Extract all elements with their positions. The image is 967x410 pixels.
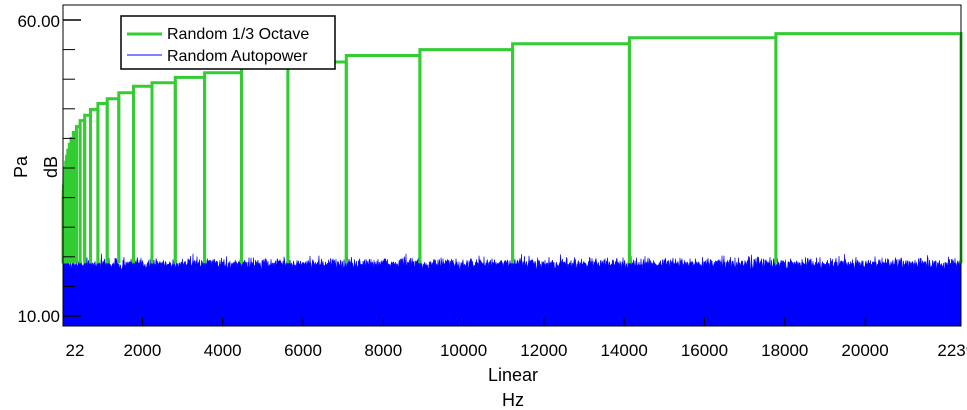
autopower-series <box>62 253 962 327</box>
octave-band <box>150 81 177 264</box>
x-axis-label: Linear <box>488 365 538 385</box>
legend-label-autopower: Random Autopower <box>167 48 308 65</box>
legend-box <box>120 15 336 70</box>
axes <box>62 4 962 327</box>
octave-band <box>240 66 290 264</box>
x-tick-label: 22390 <box>937 341 967 360</box>
octave-band <box>132 84 154 264</box>
x-tick-label: 20000 <box>841 341 888 360</box>
plot-frame <box>62 4 962 327</box>
octave-band <box>117 91 135 264</box>
legend: Random 1/3 Octave Random Autopower <box>120 15 336 70</box>
x-tick-label: 6000 <box>284 341 322 360</box>
x-tick-label: 14000 <box>601 341 648 360</box>
y-tick-label: 10.00 <box>17 307 60 326</box>
octave-band <box>627 36 778 264</box>
octave-band <box>203 71 243 264</box>
x-tick-label: 16000 <box>681 341 728 360</box>
y-tick-label: 60.00 <box>17 12 60 31</box>
octave-band <box>774 32 963 264</box>
tick-labels: 22 2000 4000 6000 8000 10000 12000 14000 16000 18… <box>17 12 967 360</box>
x-tick-label: 22 <box>66 341 85 360</box>
octave-band <box>418 48 515 264</box>
octave-band <box>105 97 121 264</box>
legend-label-octave: Random 1/3 Octave <box>167 26 309 43</box>
y-axis-label: dB <box>41 156 61 178</box>
x-axis-unit: Hz <box>502 390 524 410</box>
y-axis-unit: Pa <box>11 155 31 178</box>
x-tick-label: 4000 <box>204 341 242 360</box>
octave-band <box>511 42 631 264</box>
x-tick-label: 18000 <box>761 341 808 360</box>
octave-band <box>173 75 207 264</box>
x-tick-label: 10000 <box>440 341 487 360</box>
octave-band <box>286 60 348 264</box>
autopower-trace <box>62 253 962 327</box>
x-tick-label: 8000 <box>364 341 402 360</box>
x-tick-label: 2000 <box>123 341 161 360</box>
octave-band <box>344 54 422 264</box>
x-tick-label: 12000 <box>520 341 567 360</box>
